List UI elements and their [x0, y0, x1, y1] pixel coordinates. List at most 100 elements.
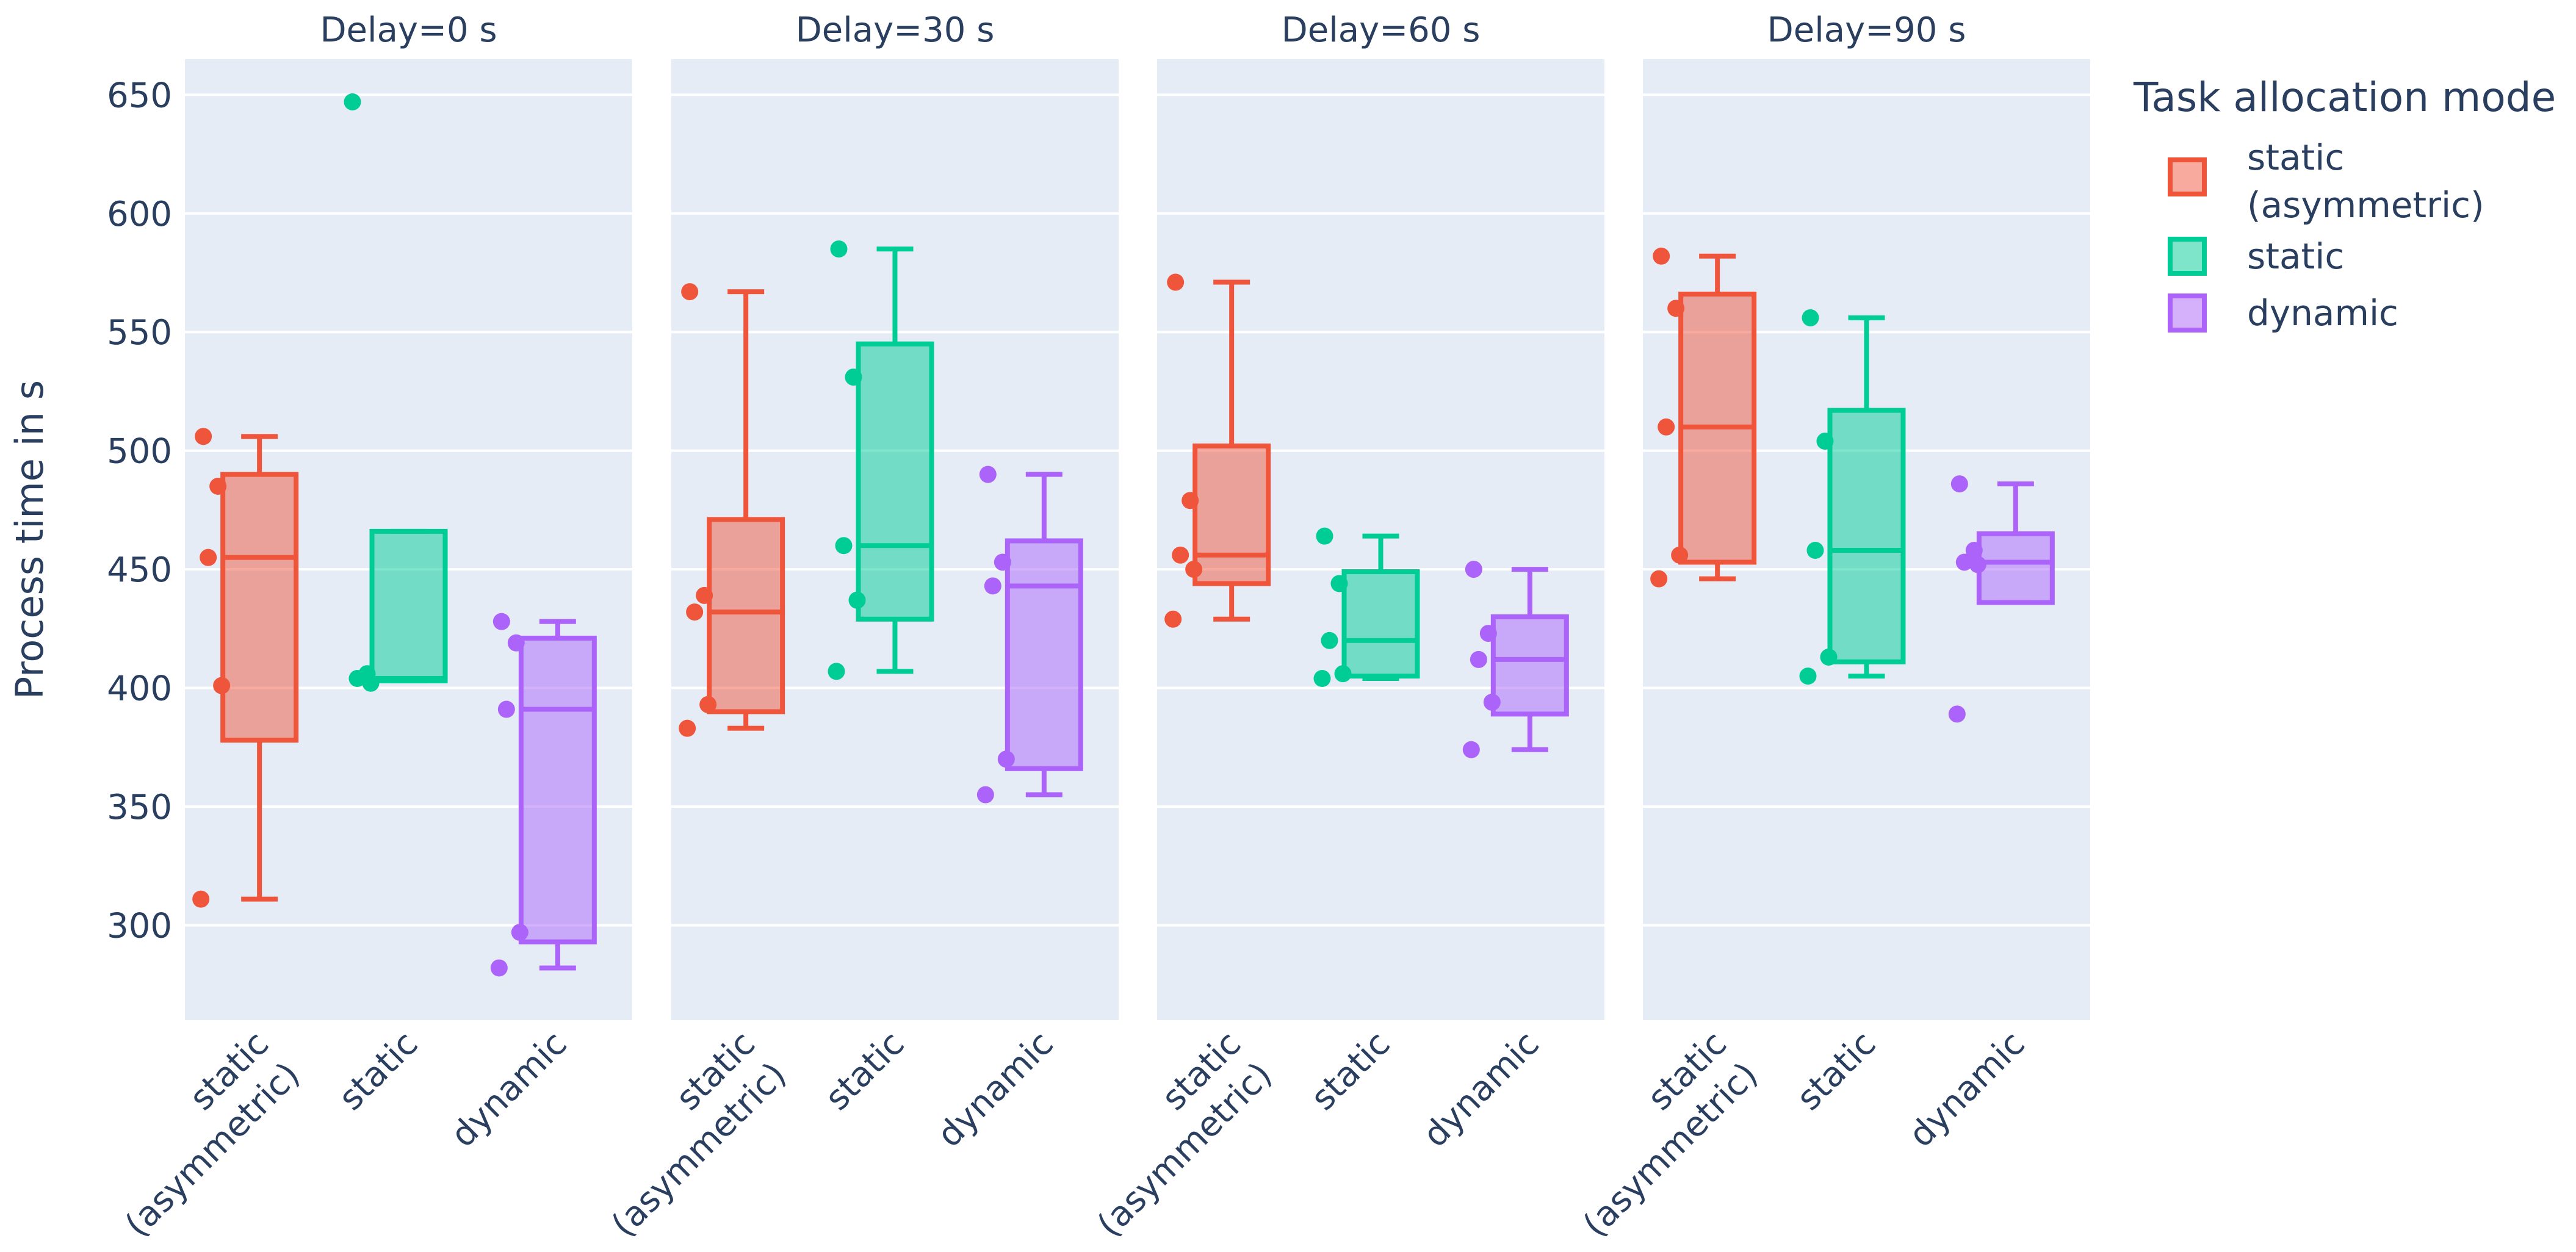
data-point	[830, 240, 848, 258]
box-dynamic	[490, 613, 597, 977]
x-tick-label: static(asymmetric)	[1059, 1024, 1280, 1245]
data-point	[507, 634, 525, 652]
y-tick-label: 550	[107, 313, 172, 353]
data-point	[1479, 625, 1497, 642]
box-asym	[192, 428, 299, 908]
legend-label-line: static	[2247, 137, 2344, 178]
data-point	[976, 786, 994, 804]
x-tick-label: static(asymmetric)	[87, 1024, 308, 1245]
data-point	[1470, 650, 1487, 668]
data-point	[1969, 556, 1986, 574]
data-point	[1321, 631, 1338, 649]
data-point	[828, 663, 845, 680]
data-point	[192, 890, 210, 908]
data-point	[1316, 527, 1333, 545]
box-iqr	[1490, 614, 1569, 717]
x-tick-label: dynamic	[443, 1024, 574, 1155]
data-point	[213, 677, 231, 694]
box-static	[1313, 527, 1420, 687]
data-point	[984, 577, 1001, 595]
data-point	[362, 674, 380, 692]
box-asym	[1164, 273, 1271, 628]
data-point	[1172, 546, 1189, 564]
y-tick-label: 600	[107, 195, 172, 234]
data-point	[209, 478, 227, 495]
data-point	[1658, 418, 1675, 436]
legend-entry-static: static	[2168, 236, 2344, 277]
legend-swatch	[2168, 293, 2207, 333]
y-tick-label: 500	[107, 432, 172, 472]
x-tick-label-line: static	[1304, 1024, 1398, 1118]
data-point	[497, 700, 515, 718]
box-dynamic	[1948, 475, 2055, 723]
data-point	[681, 283, 699, 301]
legend-label: dynamic	[2247, 292, 2398, 334]
panel-delay-1: Delay=30 s static(asymmetric) static dynami…	[604, 10, 1119, 1245]
x-tick-label-line: static	[818, 1024, 912, 1118]
box-asym	[1650, 247, 1757, 588]
box-iqr	[1341, 569, 1420, 679]
data-point	[1820, 649, 1838, 666]
data-point	[696, 586, 713, 604]
y-tick-label: 400	[107, 669, 172, 709]
x-tick-label: static	[1304, 1024, 1398, 1118]
legend-entry-asym: static (asymmetric)	[2168, 137, 2484, 226]
x-tick-label-line: dynamic	[1901, 1024, 2032, 1155]
data-point	[1667, 300, 1685, 317]
data-point	[1185, 561, 1203, 578]
panel-title: Delay=0 s	[320, 10, 497, 50]
x-tick-label-line: dynamic	[929, 1024, 1061, 1155]
box-iqr	[856, 341, 934, 622]
legend-entry-dynamic: dynamic	[2168, 292, 2398, 334]
box-static	[344, 93, 448, 692]
legend-label-line: (asymmetric)	[2247, 184, 2484, 226]
box-dynamic	[976, 466, 1083, 804]
y-tick-label: 350	[107, 788, 172, 827]
data-point	[1653, 247, 1670, 265]
data-point	[1650, 570, 1668, 588]
box-iqr	[1192, 443, 1271, 586]
panel-delay-3: Delay=90 s static(asymmetric) static dynami…	[1545, 10, 2090, 1245]
data-point	[200, 549, 217, 566]
y-tick-label: 650	[107, 76, 172, 115]
panel-title: Delay=90 s	[1767, 10, 1966, 50]
box-iqr	[518, 635, 597, 944]
data-point	[490, 959, 508, 977]
data-point	[511, 924, 529, 941]
data-point	[492, 613, 510, 630]
legend-swatch	[2168, 237, 2207, 276]
x-tick-label-line: static	[331, 1024, 426, 1118]
data-point	[845, 369, 862, 386]
panel-title: Delay=60 s	[1282, 10, 1481, 50]
box-iqr	[1976, 531, 2055, 605]
panel-delay-2: Delay=60 s static(asymmetric) static dynami…	[1059, 10, 1604, 1245]
box-iqr	[1005, 538, 1083, 771]
data-point	[1950, 475, 1968, 493]
legend-label-line: static	[2247, 236, 2344, 277]
box-iqr	[369, 528, 448, 683]
x-tick-label: dynamic	[1415, 1024, 1546, 1155]
data-point	[1164, 610, 1182, 628]
data-point	[686, 603, 704, 621]
data-point	[679, 719, 696, 737]
data-point	[1816, 433, 1834, 450]
box-dynamic	[1462, 561, 1569, 758]
box-iqr	[220, 472, 299, 743]
legend-swatch	[2168, 157, 2207, 196]
x-tick-label-line: dynamic	[1415, 1024, 1546, 1155]
data-point	[1182, 492, 1199, 509]
legend-label: static (asymmetric)	[2247, 137, 2484, 226]
data-point	[699, 696, 717, 713]
x-tick-label: static	[818, 1024, 912, 1118]
data-point	[195, 428, 212, 445]
x-tick-label: static(asymmetric)	[1545, 1024, 1766, 1245]
data-point	[1167, 273, 1185, 291]
data-point	[835, 537, 853, 555]
data-point	[1955, 553, 1973, 571]
data-point	[994, 553, 1011, 571]
data-point	[1334, 665, 1352, 683]
x-tick-label: dynamic	[929, 1024, 1061, 1155]
data-point	[1806, 542, 1824, 559]
